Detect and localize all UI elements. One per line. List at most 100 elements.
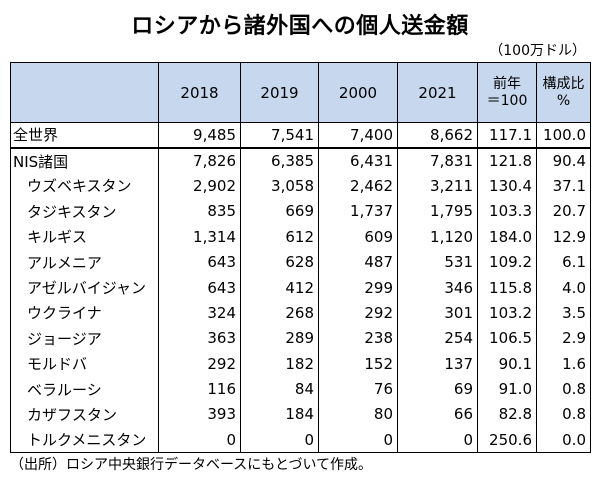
table-cell: 182 — [240, 351, 319, 377]
row-label: モルドバ — [10, 351, 159, 377]
column-header-text: 2000 — [338, 83, 378, 102]
table-cell: 7,400 — [318, 122, 398, 149]
table-row: 全世界 9,485 7,541 7,400 8,662 117.1 100.0 — [10, 122, 591, 149]
table-cell: 69 — [397, 376, 478, 402]
table-cell: 0 — [318, 427, 398, 454]
table-cell: 7,541 — [240, 122, 319, 149]
table-cell: 7,826 — [158, 147, 241, 174]
table-cell: 100.0 — [536, 122, 591, 149]
table-cell: 184 — [240, 401, 319, 428]
table-cell: 9,485 — [158, 122, 241, 149]
row-label: トルクメニスタン — [10, 427, 159, 454]
table-row: キルギス 1,314 612 609 1,120 184.0 12.9 — [10, 224, 591, 250]
table-cell: 1.6 — [536, 351, 591, 377]
column-header-2: 2019 — [240, 62, 319, 123]
row-label: タジキスタン — [10, 198, 159, 225]
table-cell: 106.5 — [477, 325, 537, 352]
table-cell: 137 — [397, 351, 478, 377]
table-cell: 184.0 — [477, 224, 537, 250]
column-header-5: 前年 ＝100 — [477, 62, 537, 123]
table-cell: 76 — [318, 376, 398, 402]
column-header-text: 前年 — [493, 75, 521, 92]
table-cell: 20.7 — [536, 198, 591, 225]
table-cell: 412 — [240, 274, 319, 301]
table-cell: 3.5 — [536, 300, 591, 326]
table-cell: 116 — [158, 376, 241, 402]
table-cell: 254 — [397, 325, 478, 352]
table-cell: 109.2 — [477, 249, 537, 275]
table-cell: 152 — [318, 351, 398, 377]
table-row: モルドバ 292 182 152 137 90.1 1.6 — [10, 351, 591, 377]
table-row: アゼルバイジャン 643 412 299 346 115.8 4.0 — [10, 274, 591, 301]
chart-title: ロシアから諸外国への個人送金額 — [131, 14, 469, 39]
column-header-0 — [10, 62, 159, 123]
table-row: ベラルーシ 116 84 76 69 91.0 0.8 — [10, 376, 591, 402]
table-cell: 103.3 — [477, 198, 537, 225]
table-cell: 346 — [397, 274, 478, 301]
table-cell: 6.1 — [536, 249, 591, 275]
row-label: キルギス — [10, 224, 159, 250]
table-cell: 82.8 — [477, 401, 537, 428]
table-cell: 0 — [397, 427, 478, 454]
table-cell: 0.8 — [536, 376, 591, 402]
table-cell: 301 — [397, 300, 478, 326]
table-body: 全世界 9,485 7,541 7,400 8,662 117.1 100.0 NIS諸国 7,… — [10, 122, 591, 454]
table-cell: 37.1 — [536, 173, 591, 199]
table-cell: 66 — [397, 401, 478, 428]
table-cell: 1,314 — [158, 224, 241, 250]
row-label: カザフスタン — [10, 401, 159, 428]
row-label: 全世界 — [10, 122, 159, 149]
table-cell: 487 — [318, 249, 398, 275]
table-cell: 3,058 — [240, 173, 319, 199]
row-label: NIS諸国 — [10, 147, 159, 174]
table-row: ジョージア 363 289 238 254 106.5 2.9 — [10, 325, 591, 352]
table-cell: 363 — [158, 325, 241, 352]
column-header-3: 2000 — [318, 62, 398, 123]
column-header-text: ＝100 — [486, 92, 528, 109]
table-cell: 80 — [318, 401, 398, 428]
table-cell: 7,831 — [397, 147, 478, 174]
row-label: ウクライナ — [10, 300, 159, 326]
table-cell: 90.1 — [477, 351, 537, 377]
table-cell: 835 — [158, 198, 241, 225]
table-cell: 0.8 — [536, 401, 591, 428]
table-cell: 1,120 — [397, 224, 478, 250]
table-cell: 6,385 — [240, 147, 319, 174]
table-cell: 531 — [397, 249, 478, 275]
table-header-row: 2018 2019 2000 2021 前年 ＝100 構成比% — [10, 62, 591, 123]
table-cell: 289 — [240, 325, 319, 352]
remittance-table: 2018 2019 2000 2021 前年 ＝100 構成比% 全世界 9,485 7,541… — [10, 62, 591, 454]
table-cell: 324 — [158, 300, 241, 326]
unit-label: （100万ドル） — [489, 43, 586, 59]
table-cell: 292 — [318, 300, 398, 326]
table-cell: 4.0 — [536, 274, 591, 301]
table-cell: 643 — [158, 249, 241, 275]
table-cell: 393 — [158, 401, 241, 428]
row-label: アゼルバイジャン — [10, 274, 159, 301]
table-cell: 12.9 — [536, 224, 591, 250]
table-cell: 117.1 — [477, 122, 537, 149]
table-cell: 115.8 — [477, 274, 537, 301]
column-header-text: % — [556, 92, 571, 109]
table-cell: 612 — [240, 224, 319, 250]
table-cell: 250.6 — [477, 427, 537, 454]
row-label: ジョージア — [10, 325, 159, 352]
table-row: ウズベキスタン 2,902 3,058 2,462 3,211 130.4 37.1 — [10, 173, 591, 199]
table-cell: 84 — [240, 376, 319, 402]
column-header-6: 構成比% — [536, 62, 591, 123]
table-cell: 103.2 — [477, 300, 537, 326]
table-cell: 292 — [158, 351, 241, 377]
source-note: （出所）ロシア中央銀行データベースにもとづいて作成。 — [10, 457, 373, 473]
row-label: ベラルーシ — [10, 376, 159, 402]
table-cell: 643 — [158, 274, 241, 301]
table-cell: 238 — [318, 325, 398, 352]
column-header-text: 2019 — [260, 83, 299, 102]
table-cell: 609 — [318, 224, 398, 250]
column-header-4: 2021 — [397, 62, 478, 123]
column-header-text: 構成比 — [542, 75, 585, 92]
table-cell: 2.9 — [536, 325, 591, 352]
column-header-text: 2021 — [418, 83, 457, 102]
table-cell: 1,795 — [397, 198, 478, 225]
table-cell: 130.4 — [477, 173, 537, 199]
table-cell: 268 — [240, 300, 319, 326]
